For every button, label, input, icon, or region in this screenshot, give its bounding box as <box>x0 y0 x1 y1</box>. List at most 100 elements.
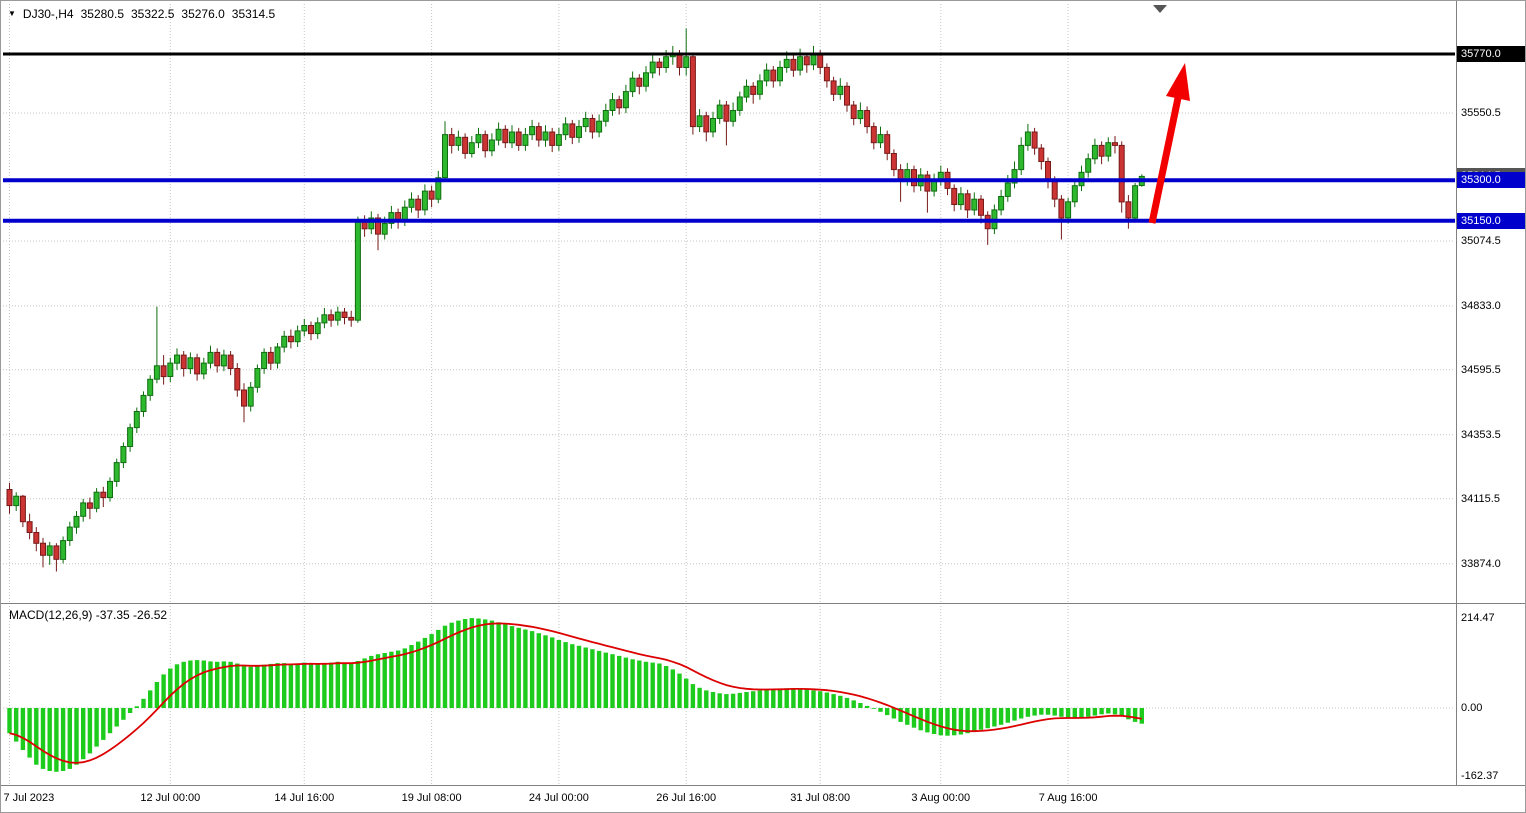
macd-bar <box>483 619 488 708</box>
macd-bar <box>1045 708 1051 715</box>
macd-bar <box>107 708 113 734</box>
macd-bar <box>34 708 39 765</box>
macd-bar <box>931 708 937 734</box>
macd-bar <box>1119 708 1124 717</box>
macd-bar <box>248 666 253 708</box>
time-axis-label: 26 Jul 16:00 <box>656 792 717 804</box>
macd-bar <box>1132 708 1138 722</box>
macd-bar <box>998 708 1004 725</box>
macd-bar <box>442 625 448 708</box>
candle-up <box>777 66 783 82</box>
macd-indicator-label: MACD(12,26,9) -37.35 -26.52 <box>9 608 168 622</box>
trend-arrow-annotation[interactable] <box>1148 63 1190 224</box>
candle-down <box>482 134 489 152</box>
candle-up <box>1085 158 1092 173</box>
macd-bar <box>255 666 260 708</box>
candle-up <box>127 427 134 448</box>
candle-up <box>609 99 616 111</box>
macd-bar <box>563 642 568 708</box>
candle-down <box>890 153 897 171</box>
candle-up <box>73 515 80 528</box>
candle-down <box>33 532 40 544</box>
candle-down <box>26 521 33 534</box>
candle-down <box>964 193 971 211</box>
macd-bar <box>496 622 501 708</box>
candle-up <box>1065 201 1072 219</box>
macd-bar <box>395 650 401 708</box>
macd-bar <box>1112 708 1118 715</box>
macd-bar <box>663 666 669 708</box>
candle-up <box>743 85 750 98</box>
candle-up <box>1105 142 1112 157</box>
low-value: 35276.0 <box>181 7 225 21</box>
macd-bar <box>1099 708 1104 715</box>
macd-bar <box>47 708 52 771</box>
candle-down <box>448 134 455 146</box>
level-price-tag: 35770.0 <box>1457 46 1525 62</box>
candle-down <box>1038 147 1045 163</box>
candle-down <box>160 365 167 378</box>
candle-down <box>535 126 542 141</box>
macd-bar <box>362 658 367 708</box>
macd-axis-label: 214.47 <box>1461 611 1495 624</box>
candle-down <box>348 316 355 321</box>
candle-down <box>750 85 757 95</box>
macd-bar <box>1086 708 1091 717</box>
candle-down <box>6 489 13 507</box>
macd-bar <box>704 690 709 708</box>
candle-up <box>475 134 482 144</box>
candles-layer[interactable] <box>6 28 1145 572</box>
macd-bar <box>972 708 977 732</box>
time-axis-label: 24 Jul 00:00 <box>528 792 589 804</box>
candle-down <box>1031 131 1038 149</box>
macd-axis-label: -162.37 <box>1461 770 1499 783</box>
candle-up <box>1018 144 1025 171</box>
macd-bar <box>744 692 749 708</box>
candle-down <box>978 198 984 216</box>
candle-up <box>368 217 375 230</box>
candle-up <box>1132 185 1139 219</box>
macd-bar <box>40 708 46 769</box>
macd-bar <box>851 700 856 708</box>
candle-up <box>643 72 649 87</box>
macd-bar <box>724 694 729 708</box>
macd-bar <box>657 663 662 708</box>
macd-bar <box>436 629 441 708</box>
macd-bar <box>838 695 843 708</box>
macd-bar <box>751 691 756 708</box>
macd-bar <box>1019 708 1024 719</box>
macd-bar <box>469 618 474 708</box>
candle-up <box>522 134 529 146</box>
macd-bar <box>295 663 300 708</box>
candle-up <box>971 198 978 211</box>
candle-up <box>730 110 737 122</box>
candle-down <box>589 118 596 133</box>
candle-up <box>649 61 656 74</box>
macd-bar <box>550 637 555 708</box>
candle-up <box>120 446 127 464</box>
candle-up <box>683 56 690 69</box>
candle-up <box>696 115 703 128</box>
open-value: 35280.5 <box>80 7 124 21</box>
macd-bar <box>670 669 675 708</box>
macd-bar <box>764 689 769 708</box>
one-click-trading-arrow-icon[interactable]: ▼ <box>8 9 16 18</box>
candle-up <box>207 351 214 364</box>
candle-up <box>837 85 844 95</box>
macd-bar <box>208 661 213 708</box>
macd-bar <box>1025 708 1031 717</box>
macd-bar <box>114 708 119 727</box>
macd-bar <box>684 678 689 708</box>
candle-down <box>790 58 797 71</box>
candle-down <box>770 69 777 82</box>
chart-shift-marker-icon[interactable] <box>1153 5 1167 13</box>
candle-down <box>951 187 958 205</box>
macd-bar <box>275 663 280 708</box>
candle-up <box>261 351 268 369</box>
candle-up <box>200 362 207 375</box>
time-axis-label: 19 Jul 08:00 <box>401 792 462 804</box>
